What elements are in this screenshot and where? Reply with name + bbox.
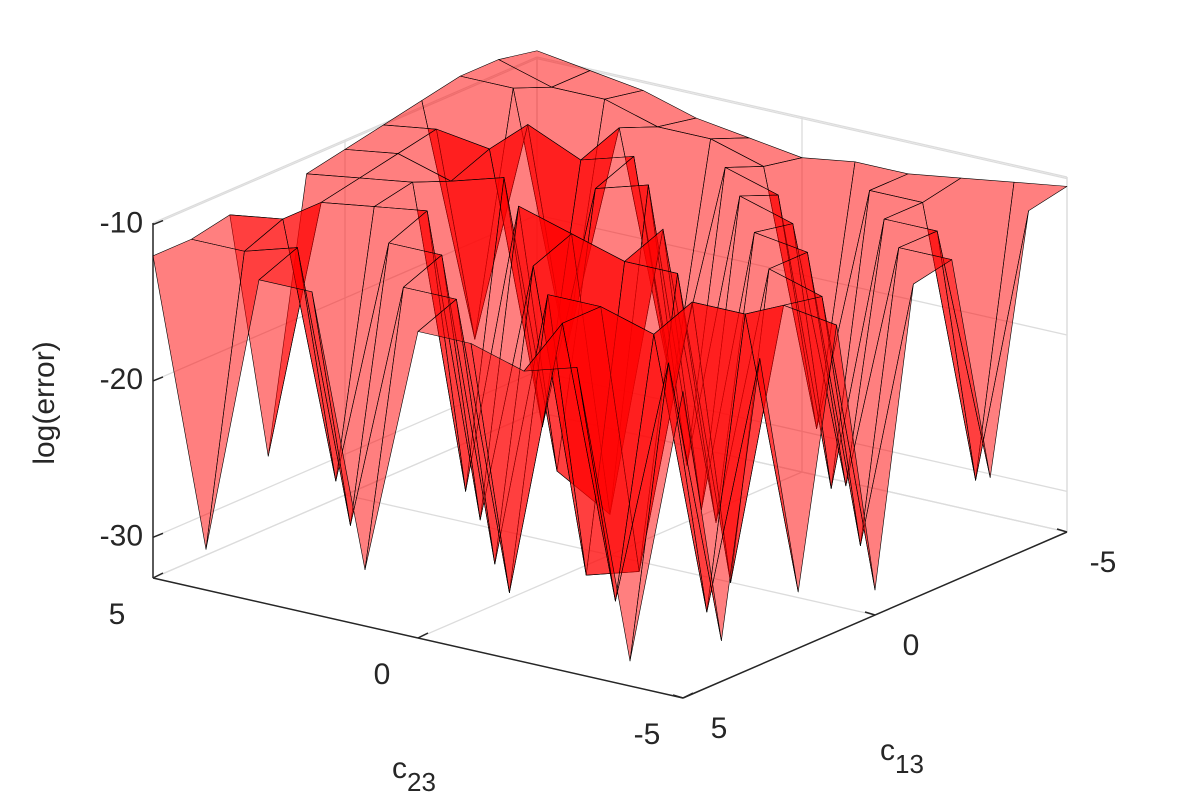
x-axis-label: c13 [880,734,924,779]
y-tick-label: -5 [634,718,661,751]
z-tick [152,376,164,382]
y-tick [417,632,429,639]
x-label-base: c [880,734,895,767]
x-tick [1056,528,1068,533]
y-axis-label: c23 [392,752,436,797]
x-tick-label: -5 [1090,546,1117,579]
x-tick-label: 5 [711,712,728,745]
z-tick-label: -20 [100,363,143,396]
y-tick-label: 0 [374,658,391,691]
x-tick-label: 0 [903,629,920,662]
z-tick [152,532,164,539]
y-tick [682,692,694,699]
x-label-sub: 13 [895,749,924,779]
z-axis-label: log(error) [28,341,61,464]
z-tick-label: -30 [100,519,143,552]
z-tick [152,219,164,226]
y-label-sub: 23 [407,767,436,797]
z-tick-label: -10 [100,206,143,239]
y-tick-label: 5 [109,598,126,631]
x-tick [672,694,684,699]
y-label-base: c [392,752,407,785]
y-tick [152,572,164,579]
surface-cell [629,362,722,662]
x-tick [864,611,876,616]
